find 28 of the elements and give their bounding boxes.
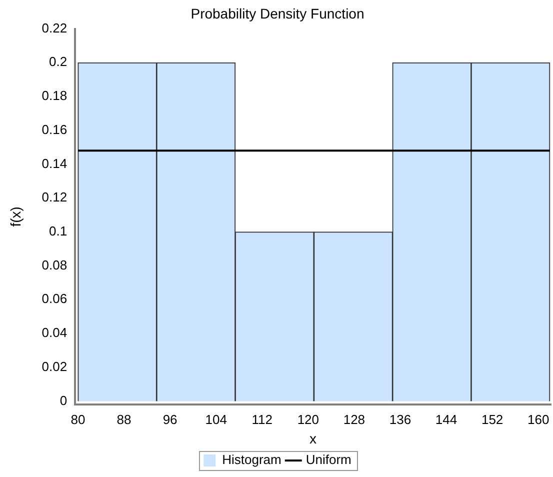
y-tick-label: 0.14	[42, 156, 68, 171]
x-tick-label: 128	[343, 412, 366, 427]
x-tick-label: 144	[435, 412, 458, 427]
x-tick-label: 80	[70, 412, 86, 427]
y-tick-label: 0.18	[42, 88, 68, 104]
x-tick-label: 88	[116, 412, 132, 427]
x-axis-title: x	[310, 430, 317, 446]
x-tick-label: 112	[252, 412, 272, 427]
x-tick-label: 136	[389, 412, 412, 427]
x-tick-label: 104	[205, 412, 227, 427]
y-axis-title: f(x)	[7, 206, 24, 227]
chart-title: Probability Density Function	[190, 5, 364, 22]
y-tick-label: 0.1	[49, 224, 68, 239]
y-tick-label: 0.12	[42, 190, 68, 205]
legend-label: Uniform	[306, 452, 352, 468]
y-tick-label: 0.02	[42, 358, 68, 374]
y-tick-label: 0.2	[49, 54, 68, 70]
x-tick-label: 152	[481, 412, 504, 427]
y-tick-label: 0	[60, 392, 68, 408]
y-tick-label: 0.08	[42, 257, 68, 272]
legend-label: Histogram	[222, 452, 282, 468]
x-tick-label: 96	[162, 412, 178, 427]
x-tick-label: 120	[297, 412, 320, 427]
y-tick-label: 0.04	[42, 325, 68, 340]
y-tick-label: 0.22	[42, 20, 68, 36]
x-tick-label: 160	[527, 412, 550, 427]
y-tick-label: 0.16	[42, 122, 68, 137]
y-tick-label: 0.06	[42, 291, 68, 306]
